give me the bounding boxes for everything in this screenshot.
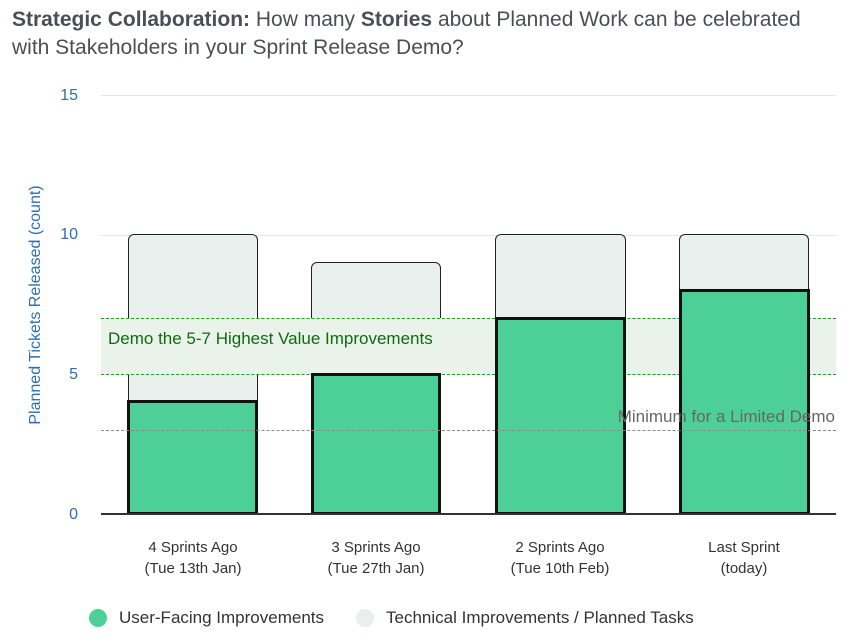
y-tick-0: 0 [69, 506, 78, 523]
bar-user-facing-3-sprints-ago[interactable] [311, 373, 441, 515]
y-tick-5: 5 [69, 366, 78, 383]
legend-label: Technical Improvements / Planned Tasks [386, 608, 694, 627]
y-tick-15: 15 [60, 87, 78, 104]
target-band-label: Demo the 5-7 Highest Value Improvements [108, 329, 433, 348]
legend-item-user-facing[interactable]: User-Facing Improvements [89, 608, 324, 628]
legend-label: User-Facing Improvements [119, 608, 325, 627]
title-text-2: about Planned Work can be celebrated wit… [12, 8, 801, 59]
chart-title: Strategic Collaboration: How many Storie… [12, 6, 842, 62]
x-label-line2: (Tue 13th Jan) [144, 560, 242, 577]
bar-user-facing-2-sprints-ago[interactable] [495, 317, 626, 515]
y-tick-10: 10 [60, 226, 78, 243]
gridline-10 [101, 235, 836, 236]
legend: User-Facing Improvements Technical Impro… [89, 608, 726, 628]
x-label-line2: (Tue 10th Feb) [510, 560, 610, 577]
x-label-4-sprints-ago: 4 Sprints Ago (Tue 13th Jan) [103, 537, 283, 579]
bar-user-facing-last-sprint[interactable] [679, 289, 810, 515]
y-axis-label: Planned Tickets Released (count) [27, 185, 44, 425]
title-bold-prefix: Strategic Collaboration: [12, 8, 251, 31]
legend-swatch-icon [356, 609, 375, 627]
bar-user-facing-4-sprints-ago[interactable] [127, 400, 258, 515]
x-label-last-sprint: Last Sprint (today) [654, 537, 834, 579]
x-label-2-sprints-ago: 2 Sprints Ago (Tue 10th Feb) [470, 537, 650, 579]
legend-item-technical[interactable]: Technical Improvements / Planned Tasks [356, 608, 694, 628]
gridline-15 [101, 95, 836, 96]
x-label-line1: Last Sprint [708, 539, 780, 556]
minimum-line-label: Minimum for a Limited Demo [617, 407, 835, 426]
x-label-line1: 3 Sprints Ago [331, 539, 421, 556]
title-text-1: How many [250, 8, 361, 31]
bar-technical-2-sprints-ago[interactable] [495, 234, 626, 320]
x-label-line1: 4 Sprints Ago [148, 539, 238, 556]
bar-technical-last-sprint[interactable] [679, 234, 809, 293]
x-label-line1: 2 Sprints Ago [515, 539, 605, 556]
legend-swatch-icon [89, 609, 107, 627]
minimum-line [101, 430, 836, 431]
x-label-line2: (Tue 27th Jan) [327, 560, 425, 577]
x-axis-line [101, 513, 836, 515]
title-bold-stories: Stories [360, 8, 433, 31]
x-label-line2: (today) [720, 560, 768, 577]
x-label-3-sprints-ago: 3 Sprints Ago (Tue 27th Jan) [286, 537, 466, 579]
